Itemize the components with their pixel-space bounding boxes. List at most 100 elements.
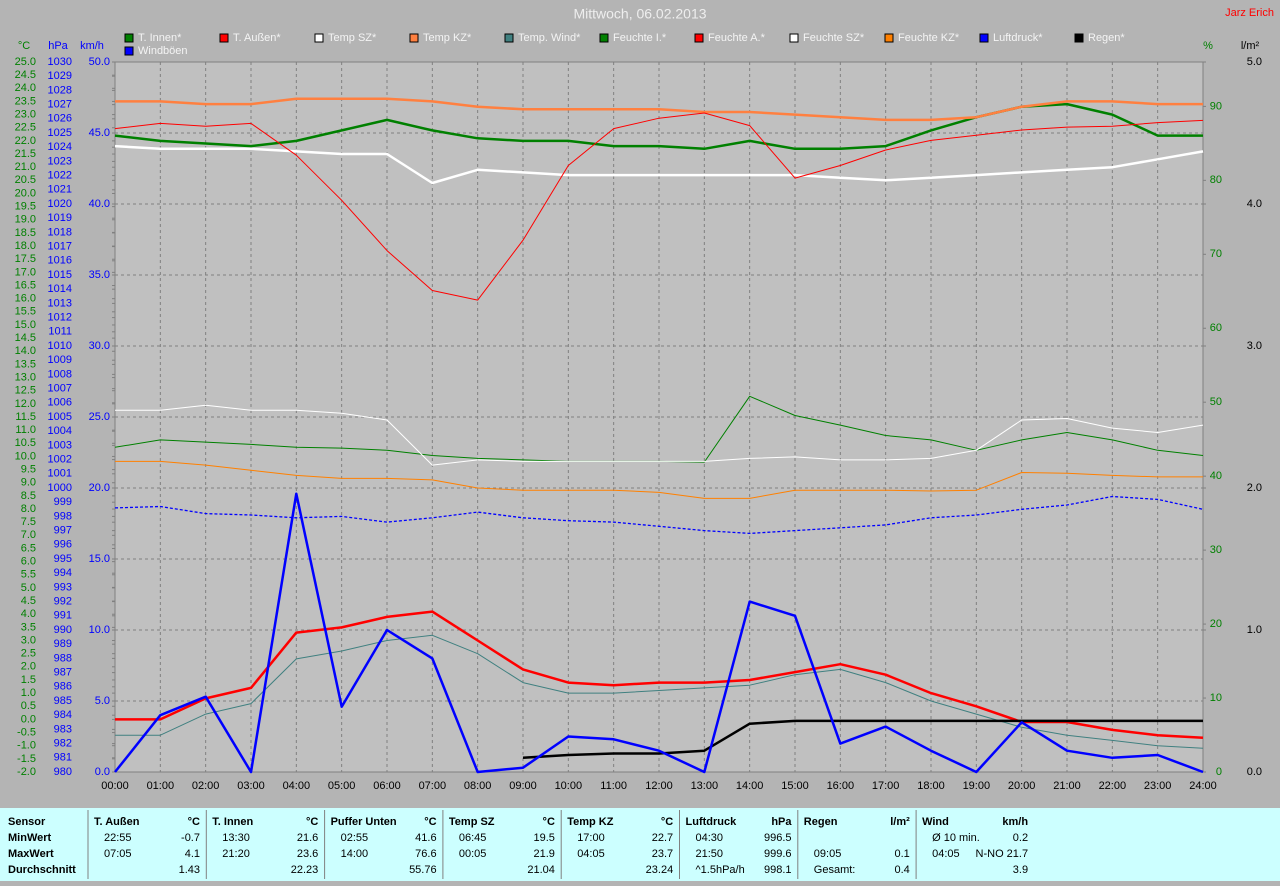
y-tick-label: 16.0 bbox=[15, 293, 36, 305]
y-tick-label: 987 bbox=[54, 667, 72, 679]
x-tick-label: 23:00 bbox=[1144, 780, 1172, 792]
y-tick-label: 993 bbox=[54, 581, 72, 593]
stat-time: 21:50 bbox=[696, 848, 724, 860]
y-tick-label: 981 bbox=[54, 752, 72, 764]
y-tick-label: 70 bbox=[1210, 248, 1222, 260]
y-tick-label: -1.0 bbox=[17, 740, 36, 752]
y-tick-label: 12.0 bbox=[15, 398, 36, 410]
y-tick-label: 3.0 bbox=[21, 634, 36, 646]
sensor-unit: °C bbox=[661, 816, 673, 828]
y-tick-label: 19.5 bbox=[15, 201, 36, 213]
stat-time: Ø 10 min. bbox=[932, 832, 980, 844]
y-tick-label: 17.5 bbox=[15, 253, 36, 265]
y-tick-label: 8.5 bbox=[21, 490, 36, 502]
series-line bbox=[114, 144, 1204, 185]
y-tick-label: 20.0 bbox=[89, 482, 110, 494]
sensor-name: Regen bbox=[804, 816, 838, 828]
stat-time: 17:00 bbox=[577, 832, 605, 844]
y-tick-label: 1010 bbox=[48, 340, 72, 352]
y-tick-label: 1000 bbox=[48, 482, 72, 494]
y-tick-label: 992 bbox=[54, 596, 72, 608]
stat-value: 0.1 bbox=[895, 848, 910, 860]
y-tick-label: 18.5 bbox=[15, 227, 36, 239]
sensor-unit: °C bbox=[306, 816, 318, 828]
series-line bbox=[114, 495, 1204, 535]
legend-swatch bbox=[219, 33, 229, 43]
stat-value: N-NO 21.7 bbox=[976, 848, 1029, 860]
y-tick-label: 25.0 bbox=[89, 411, 110, 423]
sensor-name: Wind bbox=[922, 816, 949, 828]
y-tick-label: 1011 bbox=[48, 326, 72, 338]
x-tick-label: 18:00 bbox=[917, 780, 945, 792]
y-tick-label: 996 bbox=[54, 539, 72, 551]
y-tick-label: 1007 bbox=[48, 383, 72, 395]
sensor-name: T. Innen bbox=[212, 816, 253, 828]
legend-label: Temp SZ* bbox=[328, 32, 377, 44]
stat-time: 21:20 bbox=[222, 848, 250, 860]
y-tick-label: 16.5 bbox=[15, 279, 36, 291]
y-tick-label: 23.0 bbox=[15, 108, 36, 120]
y-tick-label: 22.0 bbox=[15, 135, 36, 147]
stat-time: Gesamt: bbox=[814, 864, 856, 876]
y-tick-label: 1008 bbox=[48, 368, 72, 380]
y-tick-label: 0 bbox=[1216, 766, 1222, 778]
y-tick-label: 10.0 bbox=[89, 624, 110, 636]
stat-value: -0.7 bbox=[181, 832, 200, 844]
y-tick-label: 985 bbox=[54, 695, 72, 707]
y-tick-label: 4.0 bbox=[1247, 198, 1262, 210]
y-tick-label: 986 bbox=[54, 681, 72, 693]
stat-time: 00:05 bbox=[459, 848, 487, 860]
y-tick-label: 18.0 bbox=[15, 240, 36, 252]
legend-swatch bbox=[124, 46, 134, 56]
legend-swatch bbox=[1074, 33, 1084, 43]
y-tick-label: -0.5 bbox=[17, 726, 36, 738]
y-tick-label: 2.0 bbox=[1247, 482, 1262, 494]
y-tick-label: 30 bbox=[1210, 544, 1222, 556]
y-tick-label: 22.5 bbox=[15, 122, 36, 134]
y-tick-label: 1023 bbox=[48, 155, 72, 167]
y-tick-label: 11.0 bbox=[15, 424, 36, 436]
stat-time: 13:30 bbox=[222, 832, 250, 844]
y-tick-label: 1022 bbox=[48, 170, 72, 182]
y-tick-label: 1002 bbox=[48, 454, 72, 466]
y-tick-label: 1021 bbox=[48, 184, 72, 196]
y-tick-label: 50 bbox=[1210, 396, 1222, 408]
y-tick-label: 6.0 bbox=[21, 556, 36, 568]
y-tick-label: 1017 bbox=[48, 241, 72, 253]
stat-time: ^1.5hPa/h bbox=[696, 864, 745, 876]
stats-background bbox=[0, 808, 1280, 881]
legend-swatch bbox=[314, 33, 324, 43]
y-tick-label: 14.5 bbox=[15, 332, 36, 344]
x-tick-label: 15:00 bbox=[781, 780, 809, 792]
y-tick-label: 1015 bbox=[48, 269, 72, 281]
y-tick-label: 1001 bbox=[48, 468, 72, 480]
row-label: Durchschnitt bbox=[8, 864, 76, 876]
y-tick-label: 45.0 bbox=[89, 127, 110, 139]
y-tick-label: 90 bbox=[1210, 100, 1222, 112]
row-label: MaxWert bbox=[8, 848, 54, 860]
y-tick-label: 982 bbox=[54, 738, 72, 750]
x-tick-label: 22:00 bbox=[1099, 780, 1127, 792]
y-tick-label: 9.0 bbox=[21, 477, 36, 489]
stat-time: 09:05 bbox=[814, 848, 842, 860]
y-tick-label: 0.0 bbox=[21, 713, 36, 725]
author: Jarz Erich bbox=[1225, 7, 1274, 19]
y-tick-label: 15.5 bbox=[15, 306, 36, 318]
y-tick-label: 994 bbox=[54, 567, 72, 579]
y-tick-label: 0.5 bbox=[21, 700, 36, 712]
x-tick-label: 05:00 bbox=[328, 780, 356, 792]
y-tick-label: 24.0 bbox=[15, 82, 36, 94]
y-tick-label: 1014 bbox=[48, 283, 72, 295]
y-tick-label: 5.5 bbox=[21, 569, 36, 581]
y-tick-label: 20.0 bbox=[15, 187, 36, 199]
row-label: Sensor bbox=[8, 816, 46, 828]
y-tick-label: 1003 bbox=[48, 439, 72, 451]
y-tick-label: 10 bbox=[1210, 692, 1222, 704]
x-tick-label: 00:00 bbox=[101, 780, 129, 792]
chart-title: Mittwoch, 06.02.2013 bbox=[573, 6, 706, 22]
y-tick-label: 10.5 bbox=[15, 437, 36, 449]
stat-time: 02:55 bbox=[341, 832, 369, 844]
series-line bbox=[114, 492, 1204, 774]
y-tick-label: 8.0 bbox=[21, 503, 36, 515]
